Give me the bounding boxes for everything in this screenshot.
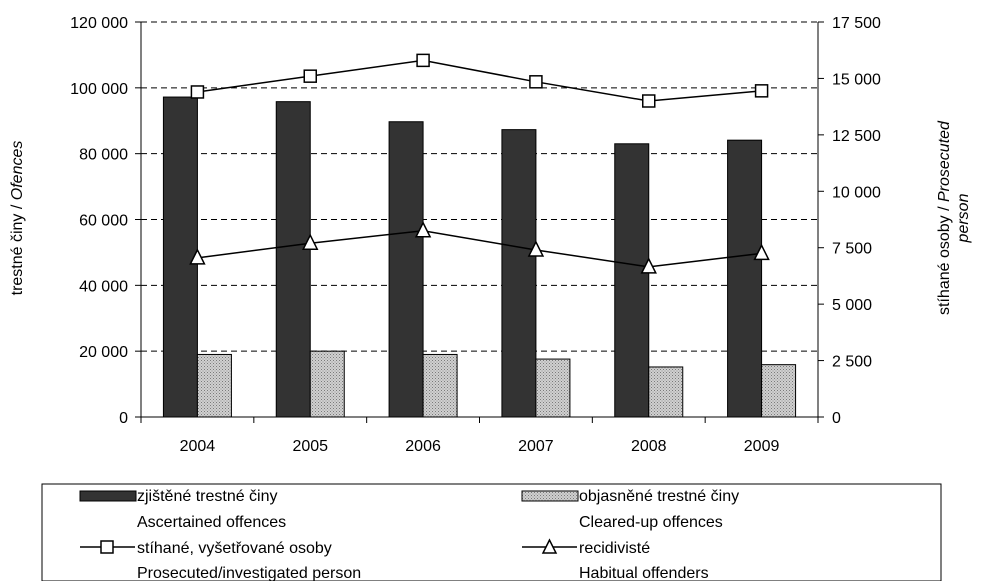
legend-label-habitual-cz: recidivisté bbox=[579, 540, 650, 557]
legend-label-ascertained-en: Ascertained offences bbox=[137, 514, 286, 531]
line-square-series bbox=[197, 59, 762, 102]
y-right-tick-label: 12 500 bbox=[832, 128, 881, 145]
y-left-tick-label: 80 000 bbox=[79, 147, 128, 164]
marker-habitual-2006 bbox=[414, 221, 432, 238]
marker-prosecuted-2006 bbox=[416, 53, 430, 68]
legend-label-prosecuted-en: Prosecuted/investigated person bbox=[137, 565, 361, 581]
marker-habitual-2008 bbox=[640, 257, 657, 274]
legend-item-habitual: recidivisté Habitual offenders bbox=[522, 538, 709, 581]
bar-cleared-2005 bbox=[309, 350, 345, 418]
axes bbox=[135, 21, 824, 423]
x-tick-label-2005: 2005 bbox=[292, 438, 328, 455]
y-left-tick-label: 60 000 bbox=[79, 213, 128, 230]
y-left-tick-label: 0 bbox=[119, 410, 128, 427]
tick-labels: 0 20 000 40 000 60 000 80 000 100 000 120 000 0… bbox=[70, 15, 881, 455]
bar-ascertained-2008 bbox=[614, 143, 650, 418]
legend-item-ascertained: zjištěné trestné činy Ascertained offenc… bbox=[79, 488, 286, 531]
x-tick-label-2004: 2004 bbox=[180, 438, 216, 455]
series-lines bbox=[189, 53, 770, 274]
y-left-tick-label: 120 000 bbox=[70, 15, 128, 32]
bar-ascertained-2005 bbox=[275, 101, 311, 418]
bar-ascertained-2004 bbox=[162, 96, 198, 418]
marker-habitual-2005 bbox=[302, 233, 319, 250]
legend-item-prosecuted: stíhané, vyšetřované osoby Prosecuted/in… bbox=[80, 540, 361, 581]
grid-lines bbox=[141, 21, 818, 352]
legend-box bbox=[41, 483, 942, 581]
marker-prosecuted-2007 bbox=[529, 75, 543, 89]
bar-ascertained-2009 bbox=[727, 139, 763, 418]
bar-cleared-2004 bbox=[196, 353, 232, 418]
y-left-tick-label: 40 000 bbox=[79, 278, 128, 295]
y-left-tick-label: 100 000 bbox=[70, 81, 128, 98]
bar-ascertained-2007 bbox=[501, 129, 537, 418]
line-triangle-series bbox=[197, 230, 762, 268]
marker-habitual-2004 bbox=[189, 248, 206, 265]
legend-label-ascertained-cz: zjištěné trestné činy bbox=[137, 488, 278, 505]
marker-habitual-2009 bbox=[753, 243, 770, 261]
bar-cleared-2006 bbox=[422, 353, 458, 418]
legend-label-prosecuted-cz: stíhané, vyšetřované osoby bbox=[137, 540, 332, 557]
marker-prosecuted-2008 bbox=[642, 94, 656, 108]
y-right-tick-label: 15 000 bbox=[832, 71, 881, 88]
marker-habitual-2007 bbox=[527, 240, 545, 257]
legend-item-cleared: objasněné trestné činy Cleared-up offenc… bbox=[521, 488, 739, 531]
marker-prosecuted-2004 bbox=[190, 85, 205, 99]
x-tick-label-2007: 2007 bbox=[518, 438, 554, 455]
bars bbox=[162, 96, 797, 418]
x-tick-label-2006: 2006 bbox=[405, 438, 441, 455]
bar-cleared-2007 bbox=[535, 358, 571, 418]
y-right-tick-label: 0 bbox=[832, 410, 841, 427]
y-right-axis-title: stíhané osoby / Prosecuted bbox=[936, 120, 953, 315]
bar-cleared-2009 bbox=[761, 364, 797, 418]
y-right-tick-label: 5 000 bbox=[832, 297, 872, 314]
legend-swatch-ascertained bbox=[79, 490, 137, 502]
y-left-axis-title: trestné činy / Ofences bbox=[9, 141, 26, 296]
bar-ascertained-2006 bbox=[388, 121, 424, 418]
x-tick-label-2009: 2009 bbox=[744, 438, 780, 455]
y-right-axis-title-line2: person bbox=[955, 193, 972, 243]
marker-prosecuted-2009 bbox=[754, 84, 769, 98]
legend-swatch-cleared bbox=[521, 490, 579, 502]
marker-prosecuted-2005 bbox=[303, 69, 317, 83]
legend: zjištěné trestné činy Ascertained offenc… bbox=[41, 483, 942, 581]
legend-marker-triangle bbox=[541, 538, 558, 554]
y-right-tick-label: 17 500 bbox=[832, 15, 881, 32]
y-right-tick-label: 2 500 bbox=[832, 354, 872, 371]
legend-label-cleared-cz: objasněné trestné činy bbox=[579, 488, 739, 505]
y-left-tick-label: 20 000 bbox=[79, 344, 128, 361]
legend-label-habitual-en: Habitual offenders bbox=[579, 565, 709, 581]
x-tick-label-2008: 2008 bbox=[631, 438, 667, 455]
y-right-tick-label: 7 500 bbox=[832, 241, 872, 258]
legend-marker-square bbox=[100, 540, 114, 554]
bar-cleared-2008 bbox=[648, 366, 684, 418]
y-right-tick-label: 10 000 bbox=[832, 184, 881, 201]
legend-label-cleared-en: Cleared-up offences bbox=[579, 514, 723, 531]
